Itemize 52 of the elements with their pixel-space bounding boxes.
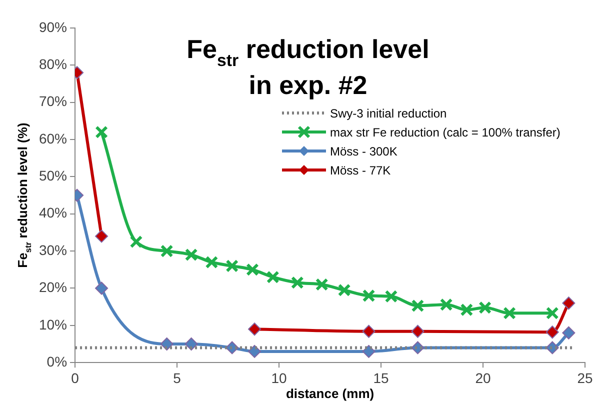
point bbox=[546, 326, 559, 339]
y-tick-label: 40% bbox=[38, 204, 68, 221]
y-tick-label: 50% bbox=[38, 168, 68, 184]
x-tick-label: 0 bbox=[71, 370, 80, 386]
y-tick-label: 0% bbox=[46, 353, 68, 370]
point bbox=[95, 282, 108, 295]
x-tick-label: 15 bbox=[373, 370, 390, 386]
point bbox=[411, 324, 424, 338]
point bbox=[95, 126, 108, 139]
point bbox=[362, 344, 376, 358]
point bbox=[246, 263, 259, 276]
x-tick-label: 10 bbox=[271, 370, 288, 386]
point bbox=[411, 299, 424, 312]
x-tick-label: 20 bbox=[475, 370, 491, 386]
y-tick-label: 20% bbox=[38, 279, 68, 296]
point bbox=[546, 306, 559, 320]
point bbox=[290, 276, 304, 290]
point bbox=[460, 303, 474, 316]
point bbox=[226, 259, 239, 272]
point bbox=[184, 248, 198, 262]
point bbox=[338, 284, 351, 297]
y-tick-label: 80% bbox=[38, 56, 68, 72]
point bbox=[362, 289, 376, 302]
legend-label: Swy-3 initial reduction bbox=[330, 106, 447, 120]
point bbox=[562, 326, 576, 340]
point bbox=[362, 324, 376, 338]
point bbox=[384, 290, 398, 303]
y-tick-label: 60% bbox=[38, 130, 68, 146]
point bbox=[95, 230, 108, 243]
x-tick-label: 5 bbox=[173, 370, 182, 386]
point bbox=[478, 301, 492, 314]
point bbox=[160, 244, 174, 258]
legend-label: Möss - 77K bbox=[330, 163, 391, 178]
point bbox=[205, 256, 218, 269]
point bbox=[315, 278, 328, 291]
y-axis-title: Festr reduction level (%) bbox=[15, 122, 33, 268]
y-tick-label: 10% bbox=[38, 316, 68, 332]
x-axis-title: distance (mm) bbox=[286, 386, 374, 401]
point bbox=[266, 270, 280, 284]
point bbox=[160, 338, 174, 351]
point bbox=[440, 298, 453, 312]
point bbox=[503, 306, 516, 320]
y-tick-label: 90% bbox=[38, 18, 68, 35]
y-tick-label: 30% bbox=[38, 242, 68, 258]
legend-label: Möss - 300K bbox=[330, 144, 398, 158]
point bbox=[248, 322, 262, 336]
y-tick-label: 70% bbox=[38, 93, 68, 110]
x-tick-label: 25 bbox=[577, 370, 593, 386]
point bbox=[130, 235, 143, 248]
legend-label: max str Fe reduction (calc = 100% transfer) bbox=[330, 125, 560, 140]
point bbox=[248, 344, 262, 358]
point bbox=[562, 296, 576, 310]
